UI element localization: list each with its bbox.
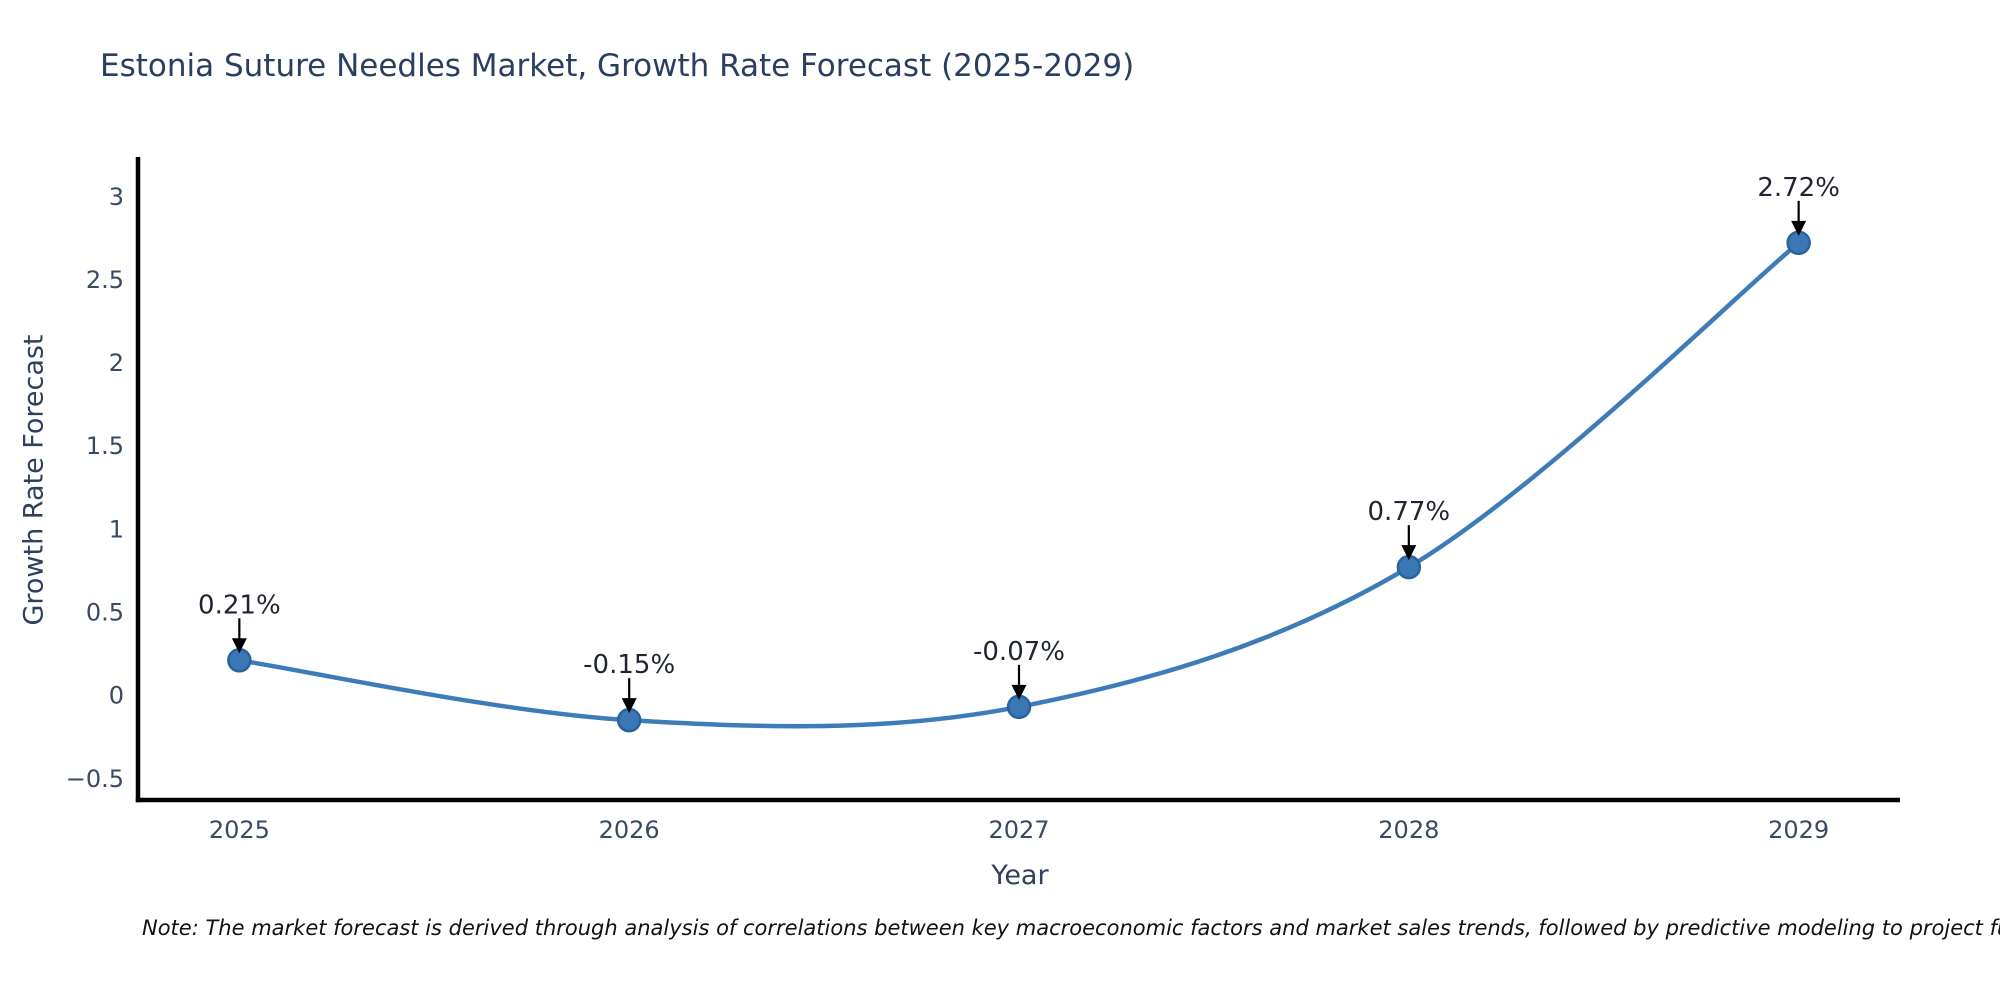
x-axis-title: Year: [991, 860, 1049, 891]
y-tick-label: 3: [109, 183, 124, 211]
footnote: Note: The market forecast is derived thr…: [142, 916, 2000, 940]
chart-title: Estonia Suture Needles Market, Growth Ra…: [100, 48, 1135, 84]
annotation-arrowhead-icon: [621, 698, 637, 714]
x-tick-label: 2028: [1378, 816, 1439, 844]
x-tick-label: 2025: [209, 816, 270, 844]
annotation-label: -0.15%: [583, 650, 675, 680]
annotation-arrowhead-icon: [231, 638, 247, 654]
trend-line: [239, 241, 1801, 729]
y-axis-title: Growth Rate Forecast: [18, 334, 50, 626]
y-tick-label: 2.5: [86, 266, 124, 294]
annotation-arrowhead-icon: [1401, 545, 1417, 561]
x-tick-label: 2026: [599, 816, 660, 844]
annotation-arrowhead-icon: [1791, 220, 1807, 236]
y-tick-label: −0.5: [66, 765, 124, 793]
annotation-label: 0.21%: [198, 590, 281, 620]
y-tick-label: 0: [109, 682, 124, 710]
annotation-arrowhead-icon: [1011, 684, 1027, 700]
y-tick-label: 2: [109, 349, 124, 377]
x-tick-label: 2029: [1768, 816, 1829, 844]
annotation-label: 2.72%: [1757, 173, 1840, 203]
annotation-label: -0.07%: [973, 637, 1065, 667]
y-tick-label: 1: [109, 515, 124, 543]
y-tick-label: 0.5: [86, 599, 124, 627]
x-tick-label: 2027: [988, 816, 1049, 844]
annotation-label: 0.77%: [1368, 497, 1451, 527]
y-tick-label: 1.5: [86, 432, 124, 460]
